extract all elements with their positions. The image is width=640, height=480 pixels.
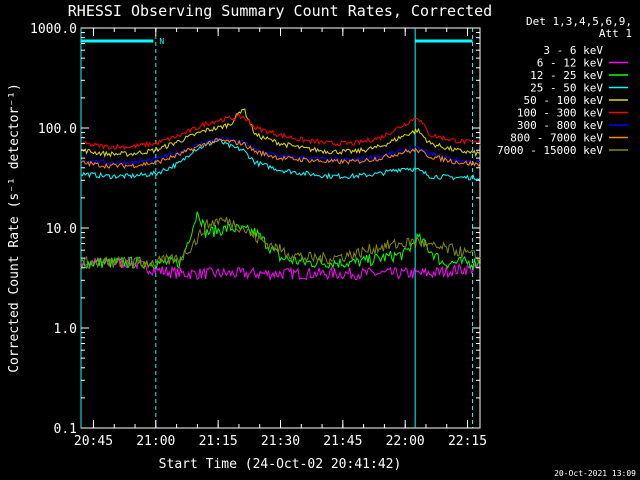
y-tick-label: 10.0 — [46, 222, 77, 237]
x-tick-label: 21:15 — [199, 434, 238, 449]
y-tick-label: 1000.0 — [30, 22, 77, 37]
y-tick-label: 1.0 — [54, 322, 77, 337]
series-100-300-kev — [80, 114, 481, 151]
legend-label: 3 - 6 keV — [543, 44, 603, 57]
x-tick-label: 21:45 — [323, 434, 362, 449]
x-tick-label: 21:30 — [261, 434, 300, 449]
series-25-50-kev — [80, 138, 481, 181]
series-6-12-kev — [80, 255, 481, 282]
axis-layer: 0.1 1.0 10.0 100.0 1000.0 20:45 21:00 21:15 21:3… — [30, 22, 487, 449]
legend-label: 25 - 50 keV — [530, 82, 603, 95]
night-marker: N — [159, 37, 164, 46]
y-tick-label: 0.1 — [54, 422, 77, 437]
legend-label: 7000 - 15000 keV — [497, 144, 603, 157]
series-800-7000-kev — [80, 138, 481, 170]
legend-label: 12 - 25 keV — [530, 69, 603, 82]
legend-label: 800 - 7000 keV — [510, 132, 603, 145]
x-tick-label: 22:00 — [386, 434, 425, 449]
legend-header-line: Att 1 — [599, 27, 632, 40]
chart-title: RHESSI Observing Summary Count Rates, Co… — [68, 2, 492, 20]
legend-label: 6 - 12 keV — [537, 57, 604, 70]
x-axis-label: Start Time (24-Oct-02 20:41:42) — [159, 457, 402, 472]
series-layer — [80, 108, 481, 330]
annotation-layer: N — [80, 28, 474, 428]
legend-label: 100 - 300 keV — [517, 107, 603, 120]
x-tick-label: 21:00 — [136, 434, 175, 449]
y-tick-label: 100.0 — [38, 122, 77, 137]
x-tick-label: 22:15 — [448, 434, 487, 449]
legend-label: 50 - 100 keV — [524, 94, 604, 107]
series-3-6-kev — [192, 294, 269, 330]
series-300-800-kev — [80, 135, 481, 167]
x-tick-label: 20:45 — [74, 434, 113, 449]
legend-label: 300 - 800 keV — [517, 119, 603, 132]
series-7000-15000-kev — [80, 216, 481, 270]
y-axis-label: Corrected Count Rate (s⁻¹ detector⁻¹) — [7, 83, 22, 373]
series-50-100-kev — [80, 108, 481, 158]
timestamp: 20-Oct-2021 13:09 — [554, 469, 636, 478]
legend-header-line: Det 1,3,4,5,6,9, — [526, 15, 632, 28]
